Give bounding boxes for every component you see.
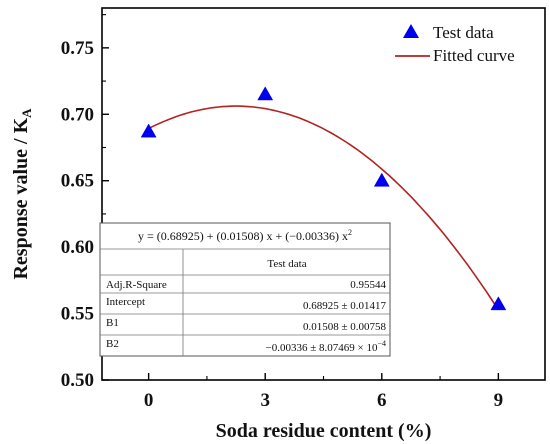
stats-row-label: Adj.R-Square xyxy=(106,279,167,291)
y-tick-label: 0.60 xyxy=(61,237,94,258)
y-tick-label: 0.50 xyxy=(61,370,94,391)
y-tick-label: 0.70 xyxy=(61,104,94,125)
stats-row-value: 0.01508 ± 0.00758 xyxy=(303,321,387,333)
x-tick-label: 9 xyxy=(494,390,504,411)
stats-row-value: −0.00336 ± 8.07469 × 10−4 xyxy=(266,339,386,354)
ticks: 0.50 0.55 0.60 0.65 0.70 0.75 0 3 6 9 xyxy=(61,14,504,411)
stats-row-label: B1 xyxy=(106,317,119,329)
stats-value-exponent: −4 xyxy=(377,339,386,348)
test-data-point xyxy=(490,296,507,311)
series xyxy=(140,86,507,311)
stats-table: y = (0.68925) + (0.01508) x + (−0.00336)… xyxy=(99,222,391,357)
y-tick-label: 0.55 xyxy=(61,304,94,325)
stats-table-frame xyxy=(99,222,391,357)
legend-label-test-data: Test data xyxy=(433,23,494,42)
fitted-curve-line xyxy=(148,105,500,311)
test-data-point xyxy=(257,86,274,101)
equation-exponent: 2 xyxy=(348,228,352,237)
y-tick-label: 0.75 xyxy=(61,38,94,59)
x-tick-label: 6 xyxy=(377,390,387,411)
stats-column-header: Test data xyxy=(267,258,306,270)
fit-equation: y = (0.68925) + (0.01508) x + (−0.00336)… xyxy=(138,228,352,243)
test-data-point xyxy=(373,172,390,187)
stats-row-value: 0.95544 xyxy=(350,279,386,291)
y-tick-label: 0.65 xyxy=(61,171,94,192)
stats-row-label: B2 xyxy=(106,338,119,350)
x-axis-title: Soda residue content (%) xyxy=(216,420,432,442)
legend-label-fitted-curve: Fitted curve xyxy=(433,46,515,65)
x-tick-label: 0 xyxy=(144,390,154,411)
y-axis-title-subscript: A xyxy=(19,108,34,118)
stats-row-value: 0.68925 ± 0.01417 xyxy=(303,300,387,312)
stats-row-label: Intercept xyxy=(106,296,145,308)
x-tick-label: 3 xyxy=(260,390,270,411)
y-axis-title: Response value / KA xyxy=(10,108,34,280)
axis-titles: Soda residue content (%) Response value /… xyxy=(10,108,431,442)
legend-triangle-marker xyxy=(403,24,419,38)
test-data-point xyxy=(140,123,157,138)
legend: Test data Fitted curve xyxy=(395,23,515,65)
